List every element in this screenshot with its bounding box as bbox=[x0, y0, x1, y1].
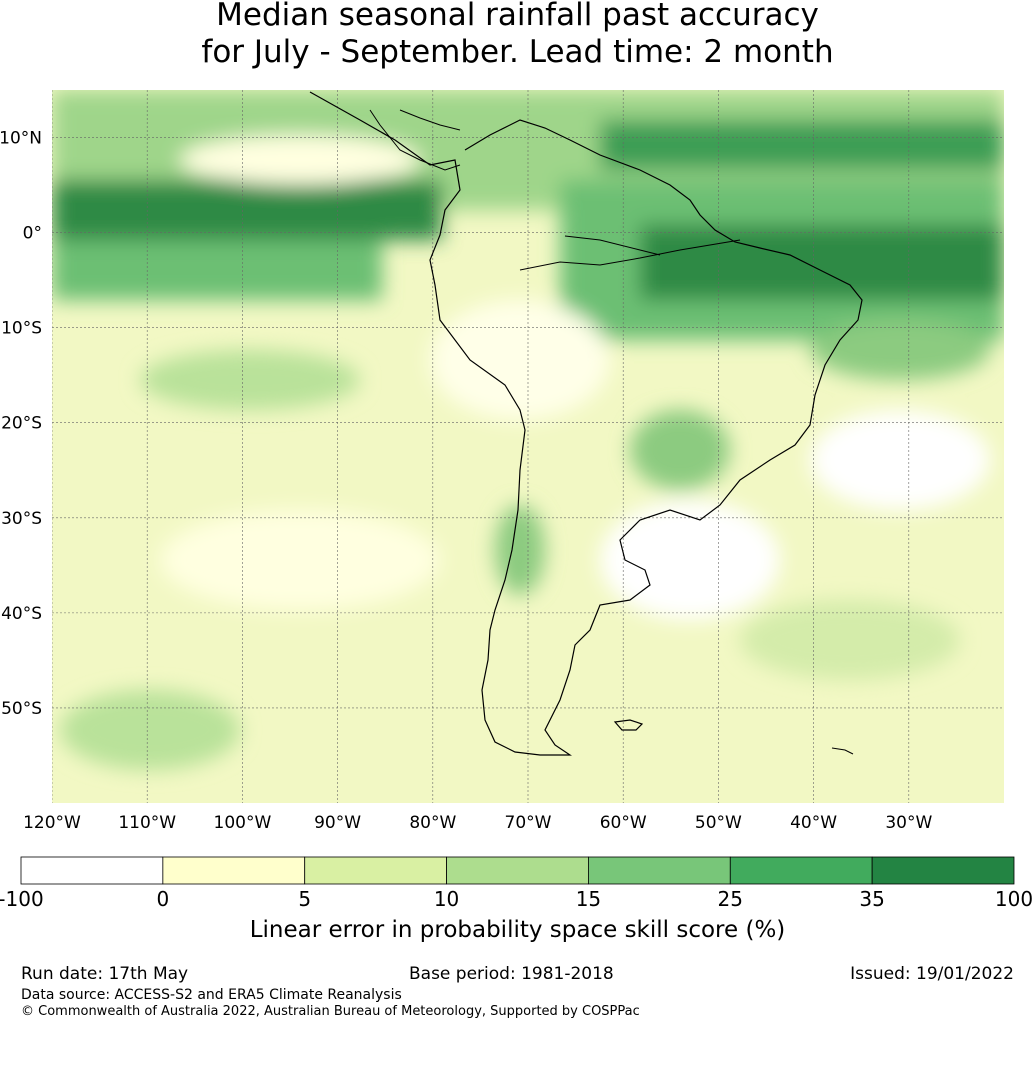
field-light-patch bbox=[430, 300, 610, 420]
field-caribbean-band bbox=[600, 120, 1004, 170]
latitude-label: 10°N bbox=[0, 129, 42, 149]
latitude-label: 20°S bbox=[1, 414, 42, 434]
map-gridlines bbox=[52, 90, 1004, 803]
field-light-patch bbox=[180, 135, 420, 185]
longitude-label: 80°W bbox=[409, 813, 456, 833]
longitude-label: 70°W bbox=[505, 813, 552, 833]
colorbar-segment bbox=[304, 856, 447, 885]
longitude-label: 100°W bbox=[214, 813, 272, 833]
longitude-tick-labels: 120°W 110°W 100°W 90°W 80°W 70°W 60°W 50°W 40°W 3… bbox=[23, 813, 932, 833]
field-pacific-band bbox=[52, 240, 382, 300]
field-green-patch bbox=[140, 350, 360, 410]
field-green-patch bbox=[495, 505, 545, 595]
longitude-label: 30°W bbox=[885, 813, 932, 833]
colorbar-tick-label: 0 bbox=[156, 887, 170, 911]
latitude-label: 0° bbox=[23, 224, 42, 244]
longitude-label: 60°W bbox=[600, 813, 647, 833]
field-green-patch bbox=[810, 320, 990, 380]
amazon-river bbox=[519, 239, 741, 271]
colorbar-tick-label: 100 bbox=[994, 887, 1034, 911]
colorbar-segment bbox=[20, 856, 164, 885]
colorbar-segment bbox=[871, 856, 1015, 885]
field-green-patch bbox=[740, 600, 960, 680]
colorbar-segment bbox=[729, 856, 873, 885]
field-white-patch bbox=[600, 500, 780, 620]
field-pacific-dark-band bbox=[52, 180, 442, 240]
central-america-coastline bbox=[369, 109, 461, 171]
colorbar-segment bbox=[446, 856, 589, 885]
latitude-label: 10°S bbox=[1, 319, 42, 339]
longitude-label: 120°W bbox=[23, 813, 81, 833]
longitude-label: 50°W bbox=[695, 813, 742, 833]
south-georgia-island bbox=[831, 747, 854, 755]
colorbar-title: Linear error in probability space skill … bbox=[249, 917, 786, 943]
latitude-tick-labels: 10°N 0° 10°S 20°S 30°S 40°S 50°S bbox=[0, 129, 42, 719]
south-america-coastline bbox=[309, 91, 863, 756]
orinoco-river bbox=[564, 235, 661, 256]
issued-date: Issued: 19/01/2022 bbox=[850, 964, 1014, 984]
colorbar-tick-label: 5 bbox=[298, 887, 312, 911]
chart-title-line-1: Median seasonal rainfall past accuracy bbox=[216, 0, 819, 33]
colorbar-segment bbox=[588, 856, 731, 885]
field-green-patch bbox=[60, 690, 240, 770]
latitude-label: 30°S bbox=[1, 509, 42, 529]
field-atlantic-dark-band bbox=[640, 225, 1004, 300]
longitude-label: 110°W bbox=[118, 813, 176, 833]
longitude-label: 40°W bbox=[790, 813, 837, 833]
base-period: Base period: 1981-2018 bbox=[409, 964, 614, 984]
latitude-label: 40°S bbox=[1, 604, 42, 624]
colorbar-tick-label: 10 bbox=[433, 887, 460, 911]
colorbar bbox=[20, 856, 1015, 885]
longitude-label: 90°W bbox=[314, 813, 361, 833]
falkland-islands bbox=[613, 719, 644, 731]
colorbar-tick-label: -100 bbox=[0, 887, 44, 911]
colorbar-tick-label: 15 bbox=[575, 887, 602, 911]
latitude-label: 50°S bbox=[1, 699, 42, 719]
skill-field bbox=[52, 90, 1004, 803]
colorbar-segment bbox=[162, 856, 306, 885]
field-white-patch bbox=[810, 410, 990, 510]
data-source: Data source: ACCESS-S2 and ERA5 Climate … bbox=[21, 987, 402, 1003]
field-light-patch bbox=[160, 510, 440, 610]
colorbar-tick-label: 35 bbox=[859, 887, 885, 911]
run-date: Run date: 17th May bbox=[21, 964, 189, 984]
field-green-patch bbox=[630, 410, 730, 490]
colorbar-tick-label: 25 bbox=[717, 887, 744, 911]
copyright-notice: © Commonwealth of Australia 2022, Austra… bbox=[21, 1004, 640, 1019]
chart-title-line-2: for July - September. Lead time: 2 month bbox=[201, 34, 834, 70]
